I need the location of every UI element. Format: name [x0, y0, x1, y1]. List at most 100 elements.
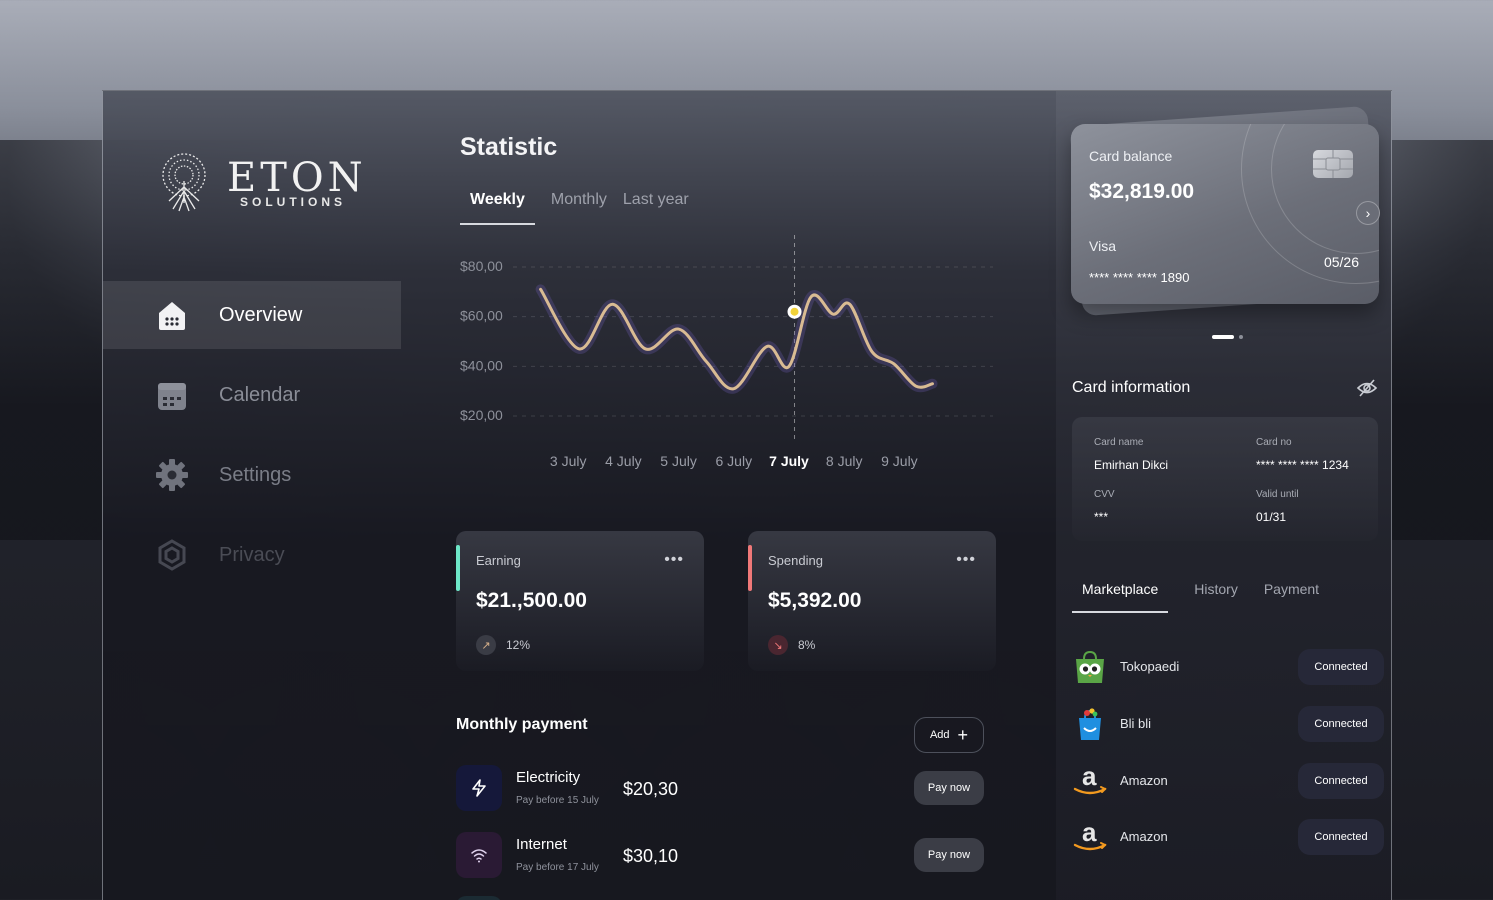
- spending-percent: 8%: [798, 638, 816, 652]
- right-panel: Card balance $32,819.00 Visa **** **** *…: [1056, 91, 1391, 900]
- eye-off-icon[interactable]: [1356, 377, 1378, 404]
- payment-row-electricity: Electricity Pay before 15 July $20,30 Pa…: [456, 765, 986, 815]
- tokopedia-logo: [1072, 649, 1108, 685]
- tree-logo-icon: [162, 153, 206, 212]
- arrow-up-right-icon: ↗: [476, 635, 496, 655]
- x-tick-label: 4 July: [605, 453, 642, 469]
- series-line: [539, 287, 935, 391]
- x-tick-label: 7 July: [769, 453, 809, 469]
- y-tick-label: $60,00: [460, 308, 503, 324]
- earning-accent-bar: [456, 545, 460, 591]
- valid-until-value: 01/31: [1256, 510, 1287, 524]
- marketplace-name: Amazon: [1120, 829, 1168, 844]
- marketplace-name: Amazon: [1120, 773, 1168, 788]
- connected-button[interactable]: Connected: [1298, 649, 1384, 685]
- connected-button[interactable]: Connected: [1298, 763, 1384, 799]
- marketplace-row: a Amazon Connected: [1072, 761, 1384, 801]
- gear-icon: [155, 458, 189, 492]
- payment-name: Electricity: [516, 769, 581, 786]
- spending-value: $5,392.00: [768, 589, 862, 612]
- pager-dot-active[interactable]: [1212, 335, 1234, 339]
- sidebar-item-privacy[interactable]: Privacy: [103, 521, 401, 589]
- x-tick-label: 3 July: [550, 453, 587, 469]
- cvv-value: ***: [1094, 510, 1109, 524]
- page-title: Statistic: [460, 133, 558, 161]
- payment-amount: $30,10: [623, 846, 679, 866]
- plus-icon: +: [957, 724, 969, 745]
- brand-logo: ETON: [151, 151, 363, 221]
- card-name-label: Card name: [1094, 437, 1144, 448]
- sidebar-item-calendar[interactable]: Calendar: [103, 361, 401, 429]
- add-button-label: Add: [929, 729, 950, 741]
- lightning-icon: [456, 765, 502, 811]
- tab-weekly[interactable]: Weekly: [460, 191, 535, 225]
- spending-accent-bar: [748, 545, 752, 591]
- card-info-title: Card information: [1072, 379, 1191, 396]
- pay-now-button[interactable]: Pay now: [914, 838, 984, 872]
- card-info-box: Card name Emirhan Dikci Card no **** ***…: [1072, 417, 1378, 541]
- earning-label: Earning: [476, 553, 521, 568]
- earning-card: Earning ••• $21.,500.00 ↗ 12%: [456, 531, 704, 671]
- card-number: **** **** **** 1890: [1089, 270, 1190, 285]
- cvv-label: CVV: [1094, 489, 1115, 500]
- tab-payment[interactable]: Payment: [1263, 581, 1320, 597]
- credit-card[interactable]: Card balance $32,819.00 Visa **** **** *…: [1071, 124, 1379, 304]
- card-no-label: Card no: [1256, 437, 1292, 448]
- dashboard-window: ETON SOLUTIONS Overview Calendar Setting…: [102, 90, 1392, 900]
- card-expiry: 05/26: [1323, 254, 1359, 270]
- wifi-icon: [456, 832, 502, 878]
- marketplace-row: a Amazon Connected: [1072, 817, 1384, 857]
- blibli-logo: [1072, 706, 1108, 742]
- marketplace-tabs: Marketplace History Payment: [1072, 581, 1345, 613]
- connected-button[interactable]: Connected: [1298, 819, 1384, 855]
- earning-change: ↗ 12%: [476, 635, 530, 655]
- amazon-logo: a: [1072, 817, 1108, 855]
- add-payment-button[interactable]: Add +: [914, 717, 984, 753]
- sidebar-item-label: Calendar: [219, 383, 301, 406]
- payment-due: Pay before 15 July: [516, 795, 599, 806]
- sidebar-item-label: Privacy: [219, 543, 285, 566]
- svg-text:a: a: [1082, 819, 1097, 847]
- valid-until-label: Valid until: [1256, 489, 1299, 500]
- y-tick-label: $20,00: [460, 407, 503, 423]
- marketplace-row: Tokopaedi Connected: [1072, 647, 1384, 687]
- sidebar-item-settings[interactable]: Settings: [103, 441, 401, 509]
- card-network: Visa: [1089, 238, 1116, 254]
- statistic-chart: $80,00 $60,00 $40,00 $20,00 3 July 4 July 5 Ju…: [448, 231, 1008, 491]
- line-chart: $80,00 $60,00 $40,00 $20,00 3 July 4 July 5 Ju…: [460, 235, 993, 469]
- sidebar-item-overview[interactable]: Overview: [103, 281, 401, 349]
- more-options-icon[interactable]: •••: [664, 551, 684, 568]
- tab-history[interactable]: History: [1194, 581, 1238, 597]
- payment-name: Internet: [516, 836, 567, 853]
- y-tick-label: $40,00: [460, 357, 503, 373]
- spending-label: Spending: [768, 553, 823, 568]
- sidebar-nav: Overview Calendar Settings Privacy: [103, 281, 401, 601]
- svg-text:a: a: [1082, 763, 1097, 791]
- chevron-right-icon[interactable]: ›: [1356, 201, 1380, 225]
- payment-due: Pay before 17 July: [516, 862, 599, 873]
- series-line-glow: [535, 284, 938, 394]
- card-no-value: **** **** **** 1234: [1256, 458, 1349, 472]
- brand-name: ETON: [227, 155, 367, 201]
- marketplace-name: Tokopaedi: [1120, 659, 1180, 674]
- sidebar-item-label: Settings: [219, 463, 292, 486]
- more-options-icon[interactable]: •••: [956, 551, 976, 568]
- spending-change: ↘ 8%: [768, 635, 815, 655]
- y-tick-label: $80,00: [460, 258, 503, 274]
- card-balance-label: Card balance: [1089, 148, 1173, 164]
- tab-marketplace[interactable]: Marketplace: [1072, 581, 1169, 613]
- pager-dot[interactable]: [1239, 335, 1243, 339]
- x-tick-label: 5 July: [660, 453, 697, 469]
- highlight-point: [790, 307, 799, 316]
- amazon-logo: a: [1072, 761, 1108, 799]
- tab-last-year[interactable]: Last year: [622, 191, 689, 208]
- tab-monthly[interactable]: Monthly: [550, 191, 607, 208]
- x-tick-label: 9 July: [881, 453, 918, 469]
- payment-amount: $20,30: [623, 779, 679, 799]
- period-tabs: Weekly Monthly Last year: [460, 191, 705, 225]
- sidebar-item-label: Overview: [219, 303, 303, 326]
- marketplace-row: Bli bli Connected: [1072, 704, 1384, 744]
- pay-now-button[interactable]: Pay now: [914, 771, 984, 805]
- connected-button[interactable]: Connected: [1298, 706, 1384, 742]
- spending-card: Spending ••• $5,392.00 ↘ 8%: [748, 531, 996, 671]
